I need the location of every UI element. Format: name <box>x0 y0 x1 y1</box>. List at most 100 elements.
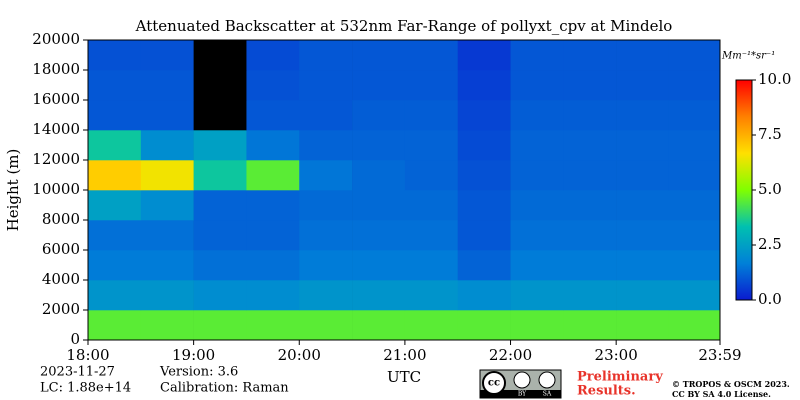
heatmap-cell <box>510 250 564 281</box>
y-tick-label: 2000 <box>42 300 80 318</box>
heatmap-cell <box>299 100 353 131</box>
heatmap-cell <box>563 40 617 71</box>
status-line: Results. <box>577 384 636 399</box>
heatmap-cell <box>299 130 353 161</box>
heatmap-cell <box>457 160 511 191</box>
heatmap-cell <box>457 130 511 161</box>
heatmap-cell <box>616 160 670 191</box>
heatmap-cell <box>457 220 511 251</box>
heatmap-cell <box>457 40 511 71</box>
heatmap-cell <box>299 280 353 311</box>
heatmap-cell <box>140 100 194 131</box>
heatmap-cell <box>457 280 511 311</box>
heatmap-cell <box>140 190 194 221</box>
colorbar-tick-label: 7.5 <box>758 125 782 143</box>
heatmap-cell <box>352 160 406 191</box>
heatmap-cell <box>404 310 459 341</box>
heatmap-cell <box>88 250 142 281</box>
heatmap-cell <box>616 70 670 101</box>
heatmap-cell <box>193 70 247 101</box>
heatmap-cell <box>193 130 247 161</box>
heatmap-cell <box>616 40 670 71</box>
heatmap-cell <box>140 220 194 251</box>
y-tick-label: 12000 <box>32 150 80 168</box>
heatmap-cell <box>668 310 721 341</box>
heatmap-cell <box>510 160 564 191</box>
heatmap-cell <box>668 70 721 101</box>
calibration: Calibration: Raman <box>160 381 289 396</box>
heatmap-cell <box>352 190 406 221</box>
heatmap-cell <box>404 280 459 311</box>
y-tick-label: 10000 <box>32 180 80 198</box>
y-tick-label: 18000 <box>32 60 80 78</box>
x-tick-label: 22:00 <box>489 346 532 364</box>
x-tick-label: 20:00 <box>278 346 321 364</box>
heatmap-cell <box>616 280 670 311</box>
heatmap-cell <box>246 310 300 341</box>
heatmap-cell <box>668 280 721 311</box>
heatmap-cell <box>668 250 721 281</box>
heatmap-cell <box>140 250 194 281</box>
heatmap-cell <box>510 310 564 341</box>
heatmap-cell <box>352 70 406 101</box>
chart-title: Attenuated Backscatter at 532nm Far-Rang… <box>135 17 673 35</box>
heatmap-cell <box>668 40 721 71</box>
lidar-constant: LC: 1.88e+14 <box>40 381 131 396</box>
heatmap-cell <box>299 190 353 221</box>
heatmap-cell <box>668 220 721 251</box>
x-tick-label: 18:00 <box>66 346 109 364</box>
heatmap-cell <box>352 130 406 161</box>
heatmap-cell <box>457 100 511 131</box>
heatmap-cell <box>404 250 459 281</box>
heatmap-cell <box>299 160 353 191</box>
heatmap-cell <box>88 280 142 311</box>
license: CC BY SA 4.0 License. <box>672 389 771 399</box>
date: 2023-11-27 <box>40 365 115 380</box>
heatmap-cell <box>668 190 721 221</box>
heatmap-cell <box>352 100 406 131</box>
heatmap-cell <box>88 40 142 71</box>
heatmap-cell <box>352 310 406 341</box>
heatmap-cell <box>140 310 194 341</box>
x-axis-label: UTC <box>387 368 421 386</box>
heatmap-cell <box>88 100 142 131</box>
heatmap-cell <box>246 70 300 101</box>
heatmap-cell <box>616 250 670 281</box>
heatmap-cell <box>510 130 564 161</box>
heatmap-cell <box>510 70 564 101</box>
colorbar-tick-label: 0.0 <box>758 290 782 308</box>
heatmap-cell <box>404 130 459 161</box>
heatmap-cell <box>563 70 617 101</box>
heatmap-cell <box>246 220 300 251</box>
heatmap-cell <box>352 220 406 251</box>
y-axis-label: Height (m) <box>4 149 22 232</box>
heatmap-cell <box>140 280 194 311</box>
heatmap-cell <box>246 250 300 281</box>
heatmap-cell <box>352 280 406 311</box>
heatmap-cell <box>352 250 406 281</box>
heatmap-cell <box>563 280 617 311</box>
heatmap-cell <box>404 40 459 71</box>
heatmap-cell <box>563 130 617 161</box>
heatmap-cell <box>563 310 617 341</box>
colorbar-tick-label: 2.5 <box>758 235 782 253</box>
heatmap-cell <box>668 130 721 161</box>
heatmap-cell <box>193 250 247 281</box>
y-tick-label: 20000 <box>32 30 80 48</box>
badge-by: BY <box>518 391 527 398</box>
heatmap-cell <box>510 220 564 251</box>
heatmap-cell <box>140 130 194 161</box>
heatmap-cell <box>88 160 142 191</box>
heatmap-cell <box>246 160 300 191</box>
heatmap-cell <box>193 190 247 221</box>
heatmap-cell <box>563 190 617 221</box>
colorbar-label: Mm⁻¹*sr⁻¹ <box>721 51 775 62</box>
heatmap-cell <box>193 100 247 131</box>
colorbar <box>735 79 753 301</box>
y-tick-label: 14000 <box>32 120 80 138</box>
heatmap-cell <box>246 130 300 161</box>
heatmap-cell <box>616 310 670 341</box>
heatmap-cell <box>563 160 617 191</box>
heatmap-cell <box>616 130 670 161</box>
